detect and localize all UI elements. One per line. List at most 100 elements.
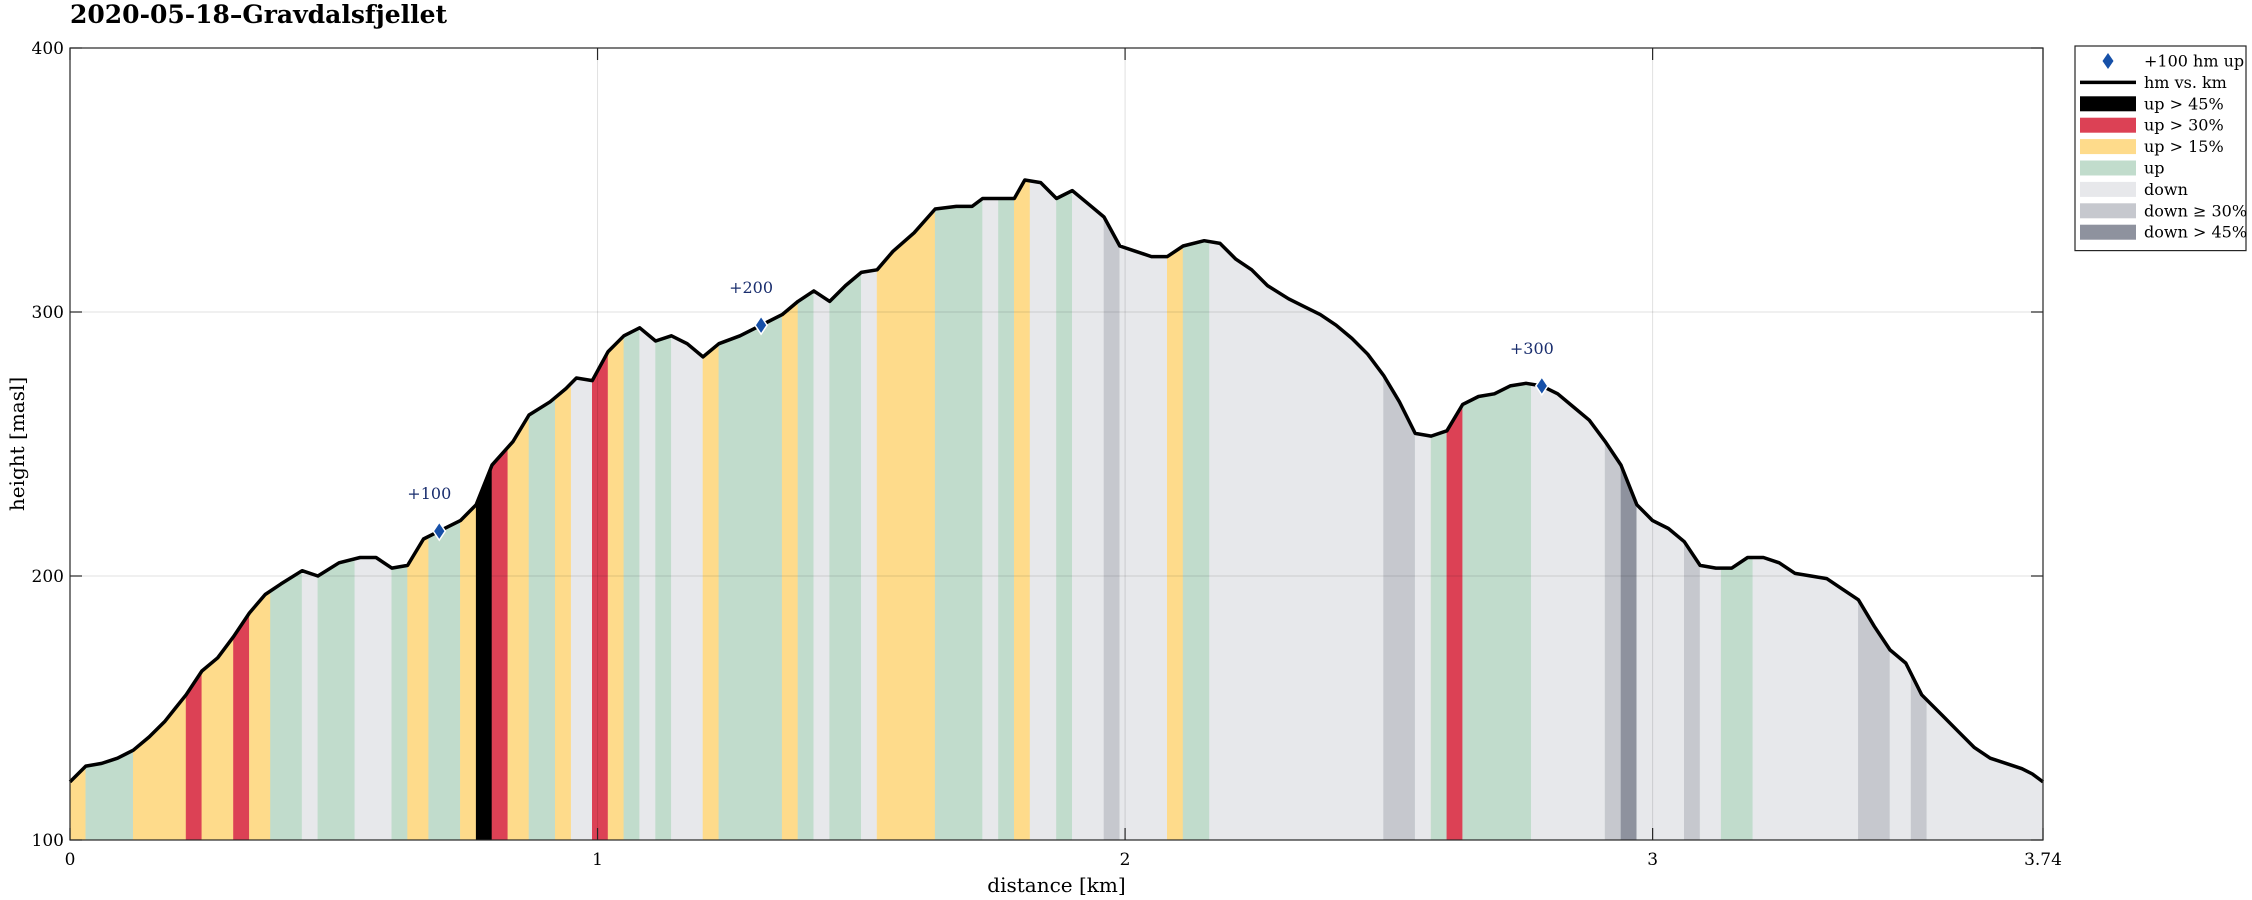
segment-up_gt30 bbox=[1446, 403, 1463, 841]
segment-down_ge30 bbox=[1858, 598, 1891, 841]
segment-down bbox=[570, 377, 593, 841]
segment-up_gt30 bbox=[185, 670, 203, 841]
chart-title: 2020-05-18–Gravdalsfjellet bbox=[70, 0, 448, 29]
annotation-label: +200 bbox=[729, 278, 773, 297]
segment-up bbox=[934, 197, 983, 841]
segment-down bbox=[861, 269, 878, 841]
segment-down bbox=[1119, 245, 1168, 841]
segment-up bbox=[1462, 382, 1532, 841]
legend-label: up > 30% bbox=[2144, 116, 2224, 135]
legend-label: +100 hm up bbox=[2144, 52, 2244, 71]
segment-up bbox=[428, 520, 461, 841]
segment-down bbox=[639, 327, 656, 841]
legend-swatch-up_gt30 bbox=[2080, 117, 2136, 133]
segment-down bbox=[982, 198, 999, 841]
segment-up bbox=[391, 565, 408, 841]
x-tick-label: 3 bbox=[1647, 850, 1658, 870]
segment-down bbox=[1029, 180, 1057, 841]
y-tick-label: 400 bbox=[32, 39, 64, 59]
segment-up bbox=[655, 335, 672, 841]
profile-line-layer bbox=[68, 178, 2045, 784]
segment-up bbox=[998, 198, 1015, 841]
segment-up_gt15 bbox=[781, 300, 799, 841]
segment-up_gt15 bbox=[702, 343, 720, 841]
legend-label: up > 45% bbox=[2144, 94, 2224, 113]
segment-up bbox=[1182, 240, 1210, 841]
legend-swatch-up bbox=[2080, 160, 2136, 176]
segment-up_gt15 bbox=[507, 413, 530, 841]
segment-down bbox=[1699, 565, 1722, 841]
segment-up_gt15 bbox=[1167, 245, 1184, 841]
segment-down bbox=[1209, 241, 1384, 841]
marker-diamond bbox=[754, 314, 768, 336]
segment-down bbox=[1752, 557, 1859, 841]
axes-box bbox=[69, 47, 2044, 841]
segment-up_gt15 bbox=[876, 208, 936, 841]
segment-down_gt45 bbox=[1620, 464, 1638, 841]
segment-up_gt15 bbox=[249, 590, 271, 841]
segment-down_ge30 bbox=[1383, 374, 1416, 841]
grid-lines bbox=[70, 48, 2043, 840]
segment-up bbox=[317, 558, 356, 841]
marker-diamond bbox=[1534, 375, 1549, 397]
legend-label: down > 45% bbox=[2144, 223, 2247, 242]
segment-up_gt15 bbox=[607, 335, 625, 841]
segment-down bbox=[301, 570, 319, 841]
legend-label: hm vs. km bbox=[2144, 73, 2227, 92]
axes: 0 1 2 3 3.74 100 200 300 400 distance [km] height … bbox=[5, 39, 2062, 897]
segment-up_gt45 bbox=[475, 464, 493, 841]
y-tick-label: 200 bbox=[32, 567, 64, 587]
y-axis-label: height [masl] bbox=[5, 377, 29, 511]
segment-down bbox=[1889, 649, 1912, 841]
legend-swatch-up_gt45 bbox=[2080, 96, 2136, 112]
legend-label: down ≥ 30% bbox=[2144, 201, 2247, 220]
legend-swatch-up_gt15 bbox=[2080, 139, 2136, 155]
segment-up_gt15 bbox=[460, 503, 477, 841]
segment-up bbox=[1056, 190, 1073, 841]
segment-down bbox=[813, 290, 830, 841]
segment-up bbox=[270, 570, 303, 841]
segment-up bbox=[797, 290, 815, 841]
segment-up_gt15 bbox=[407, 535, 429, 841]
segment-up_gt30 bbox=[233, 612, 250, 841]
x-tick-label: 2 bbox=[1120, 850, 1131, 870]
x-tick-label: 1 bbox=[592, 850, 603, 870]
legend-marker-diamond bbox=[2102, 53, 2114, 69]
segment-down bbox=[1636, 503, 1685, 841]
y-tick-label: 300 bbox=[32, 303, 64, 323]
segment-up bbox=[1430, 430, 1448, 841]
legend: +100 hm up hm vs. km up > 45% up > 30% up > … bbox=[2074, 45, 2247, 252]
y-tick-label: 100 bbox=[32, 831, 64, 851]
segment-down bbox=[1414, 433, 1432, 841]
x-tick-label: 3.74 bbox=[2024, 850, 2062, 870]
segment-up bbox=[623, 327, 640, 841]
legend-label: up > 15% bbox=[2144, 137, 2224, 156]
segment-up_gt15 bbox=[1014, 179, 1031, 841]
segment-down_ge30 bbox=[1684, 540, 1701, 841]
segment-up_gt30 bbox=[592, 351, 609, 841]
segment-up bbox=[718, 314, 783, 841]
legend-label: up bbox=[2144, 159, 2165, 178]
segment-up_gt15 bbox=[555, 382, 572, 841]
marker-diamond bbox=[432, 520, 447, 542]
segment-up bbox=[1720, 557, 1754, 841]
segment-down bbox=[1072, 189, 1105, 841]
segment-down_ge30 bbox=[1103, 216, 1121, 841]
annotation-label: +300 bbox=[1510, 339, 1554, 358]
x-tick-label: 0 bbox=[65, 850, 76, 870]
segment-down bbox=[1531, 383, 1606, 841]
segment-down_ge30 bbox=[1604, 440, 1622, 841]
legend-swatch-down_gt45 bbox=[2080, 224, 2136, 240]
annotation-label: +100 bbox=[407, 484, 451, 503]
segment-down bbox=[354, 557, 393, 841]
segment-up bbox=[528, 396, 556, 841]
profile-line bbox=[68, 178, 2045, 784]
gradient-segments bbox=[69, 179, 2044, 841]
legend-label: down bbox=[2144, 180, 2188, 199]
segment-down bbox=[671, 335, 704, 841]
x-axis-label: distance [km] bbox=[987, 873, 1125, 897]
legend-swatch-down_ge30 bbox=[2080, 203, 2136, 219]
segment-up_gt30 bbox=[491, 446, 509, 841]
legend-swatch-down bbox=[2080, 181, 2136, 197]
